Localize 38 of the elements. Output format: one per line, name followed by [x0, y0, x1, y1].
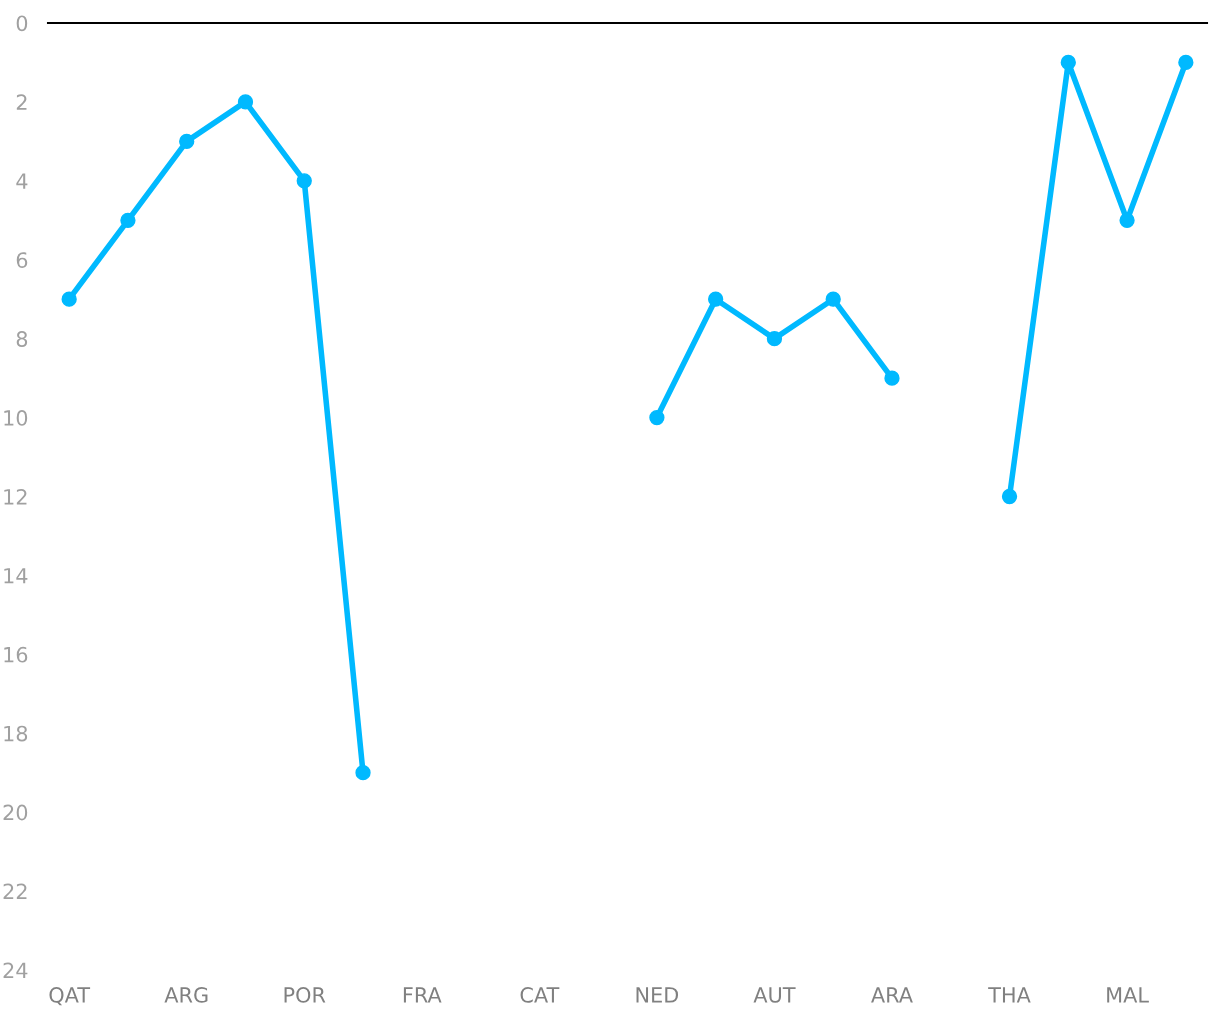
x-tick-label: FRA: [403, 987, 442, 1003]
point: [649, 409, 665, 426]
point: [1001, 488, 1018, 505]
point: [825, 291, 841, 307]
point: [120, 212, 136, 228]
point: [179, 133, 195, 150]
y-tick-label: 6: [16, 252, 28, 268]
y-tick-label: 10: [4, 410, 28, 426]
x-tick-label: QAT: [49, 987, 91, 1006]
point: [766, 331, 783, 347]
point: [61, 291, 77, 307]
y-tick-label: 16: [4, 646, 28, 663]
x-tick-label: THA: [988, 987, 1031, 1003]
point: [1119, 212, 1135, 228]
y-tick-label: 4: [16, 173, 28, 189]
y-tick-label: 18: [4, 725, 28, 742]
point: [708, 291, 724, 307]
y-tick-label: 14: [4, 568, 28, 584]
y-tick-label: 12: [4, 488, 27, 505]
y-tick-label: 22: [3, 883, 27, 899]
point: [355, 765, 371, 781]
point: [237, 94, 254, 110]
x-tick-label: POR: [284, 987, 326, 1003]
x-tick-label: AUT: [753, 987, 796, 1003]
x-tick-label: NED: [636, 987, 679, 1003]
point: [884, 370, 900, 386]
x-tick-label: ARA: [871, 987, 913, 1003]
y-tick-label: 0: [16, 15, 28, 32]
y-tick-label: 24: [3, 962, 28, 978]
y-tick-label: 20: [3, 804, 28, 821]
point: [296, 173, 312, 189]
x-tick-label: CAT: [520, 987, 560, 1003]
x-tick-label: ARG: [164, 987, 208, 1003]
point: [1060, 54, 1076, 71]
point: [1178, 54, 1194, 71]
y-tick-label: 2: [16, 94, 27, 110]
x-tick-label: MAL: [1107, 987, 1149, 1003]
y-tick-label: 8: [16, 331, 28, 347]
